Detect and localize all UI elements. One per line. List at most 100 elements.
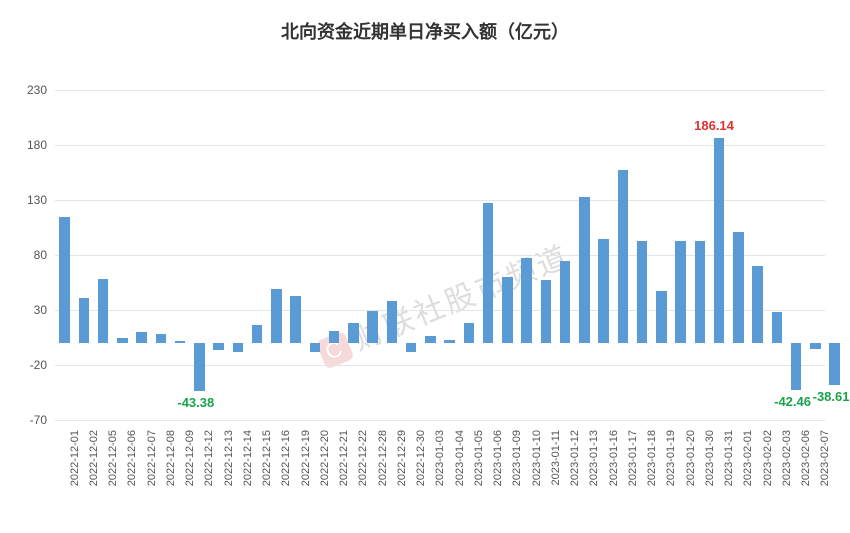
chart-title: 北向资金近期单日净买入额（亿元） [0, 18, 850, 44]
y-tick-label: -70 [30, 413, 47, 427]
x-tick-label: 2023-01-10 [531, 430, 543, 486]
bar [406, 343, 417, 352]
x-tick-label: 2023-01-16 [608, 430, 620, 486]
x-tick-label: 2022-12-19 [300, 430, 312, 486]
gridline [55, 255, 825, 256]
bar [329, 331, 340, 343]
bar [194, 343, 205, 391]
x-tick-label: 2022-12-08 [165, 430, 177, 486]
bar [464, 323, 475, 343]
x-tick-label: 2022-12-09 [184, 430, 196, 486]
x-tick-label: 2022-12-15 [261, 430, 273, 486]
bar [675, 241, 686, 343]
bar [117, 338, 128, 344]
bar [541, 280, 552, 343]
bar [618, 170, 629, 343]
bar [348, 323, 359, 343]
x-tick-label: 2023-01-13 [588, 430, 600, 486]
x-tick-label: 2022-12-06 [126, 430, 138, 486]
bar [387, 301, 398, 343]
bar [521, 258, 532, 343]
x-tick-label: 2023-01-30 [704, 430, 716, 486]
value-annotation: -42.46 [774, 394, 811, 409]
x-tick-label: 2022-12-05 [107, 430, 119, 486]
bar [59, 217, 70, 344]
value-annotation: -43.38 [177, 395, 214, 410]
x-tick-label: 2023-01-18 [646, 430, 658, 486]
x-tick-label: 2023-01-17 [627, 430, 639, 486]
bar [791, 343, 802, 390]
bar [156, 334, 167, 343]
chart-container: 北向资金近期单日净买入额（亿元） C财联社股市频道 -70-2030801301… [0, 0, 850, 533]
y-tick-label: 180 [27, 138, 47, 152]
bar [810, 343, 821, 349]
y-tick-label: 130 [27, 193, 47, 207]
bar [829, 343, 840, 385]
bar [502, 277, 513, 343]
bar [579, 197, 590, 343]
bar [637, 241, 648, 343]
gridline [55, 310, 825, 311]
bar [233, 343, 244, 352]
x-tick-label: 2022-12-13 [223, 430, 235, 486]
x-tick-label: 2022-12-07 [146, 430, 158, 486]
gridline [55, 90, 825, 91]
gridline [55, 365, 825, 366]
x-tick-label: 2023-02-01 [742, 430, 754, 486]
x-tick-label: 2023-01-05 [473, 430, 485, 486]
value-annotation: -38.61 [813, 389, 850, 404]
bar [367, 311, 378, 343]
x-tick-label: 2023-01-11 [550, 430, 562, 485]
x-tick-label: 2022-12-01 [69, 430, 81, 486]
bar [252, 325, 263, 343]
bar [714, 138, 725, 343]
x-tick-label: 2023-01-12 [569, 430, 581, 486]
bar [752, 266, 763, 343]
x-tick-label: 2023-01-04 [454, 430, 466, 486]
x-tick-label: 2023-02-06 [800, 430, 812, 486]
bar [444, 340, 455, 343]
x-tick-label: 2023-02-02 [762, 430, 774, 486]
bar [695, 241, 706, 343]
x-tick-label: 2022-12-28 [377, 430, 389, 486]
x-tick-label: 2022-12-29 [396, 430, 408, 486]
x-tick-label: 2022-12-16 [280, 430, 292, 486]
bar [656, 291, 667, 343]
x-tick-label: 2023-01-31 [723, 430, 735, 486]
bar [310, 343, 321, 352]
value-annotation: 186.14 [694, 118, 734, 133]
gridline [55, 200, 825, 201]
bar [560, 261, 571, 344]
x-tick-label: 2023-02-07 [819, 430, 831, 486]
x-tick-label: 2022-12-21 [338, 430, 350, 486]
x-tick-label: 2023-01-06 [492, 430, 504, 486]
bar [772, 312, 783, 343]
y-axis: -70-203080130180230 [0, 90, 55, 420]
bar [290, 296, 301, 343]
bar [79, 298, 90, 343]
x-tick-label: 2022-12-02 [88, 430, 100, 486]
bar [136, 332, 147, 343]
plot-area: -43.38186.14-42.46-38.61 [55, 90, 825, 420]
x-tick-label: 2023-01-09 [511, 430, 523, 486]
x-tick-label: 2022-12-12 [203, 430, 215, 486]
bar [733, 232, 744, 343]
x-tick-label: 2023-01-19 [665, 430, 677, 486]
y-tick-label: 230 [27, 83, 47, 97]
gridline [55, 145, 825, 146]
y-tick-label: -20 [30, 358, 47, 372]
y-tick-label: 80 [34, 248, 47, 262]
x-tick-label: 2022-12-14 [242, 430, 254, 486]
y-tick-label: 30 [34, 303, 47, 317]
bar [98, 279, 109, 343]
bar [598, 239, 609, 344]
bar [213, 343, 224, 350]
bar [425, 336, 436, 343]
x-tick-label: 2023-02-03 [781, 430, 793, 486]
x-tick-label: 2023-01-03 [434, 430, 446, 486]
x-tick-label: 2022-12-20 [319, 430, 331, 486]
x-tick-label: 2022-12-22 [357, 430, 369, 486]
bar [483, 203, 494, 343]
x-axis: 2022-12-01 2022-12-02 2022-12-05 2022-12-06… [55, 420, 825, 530]
bar [271, 289, 282, 343]
